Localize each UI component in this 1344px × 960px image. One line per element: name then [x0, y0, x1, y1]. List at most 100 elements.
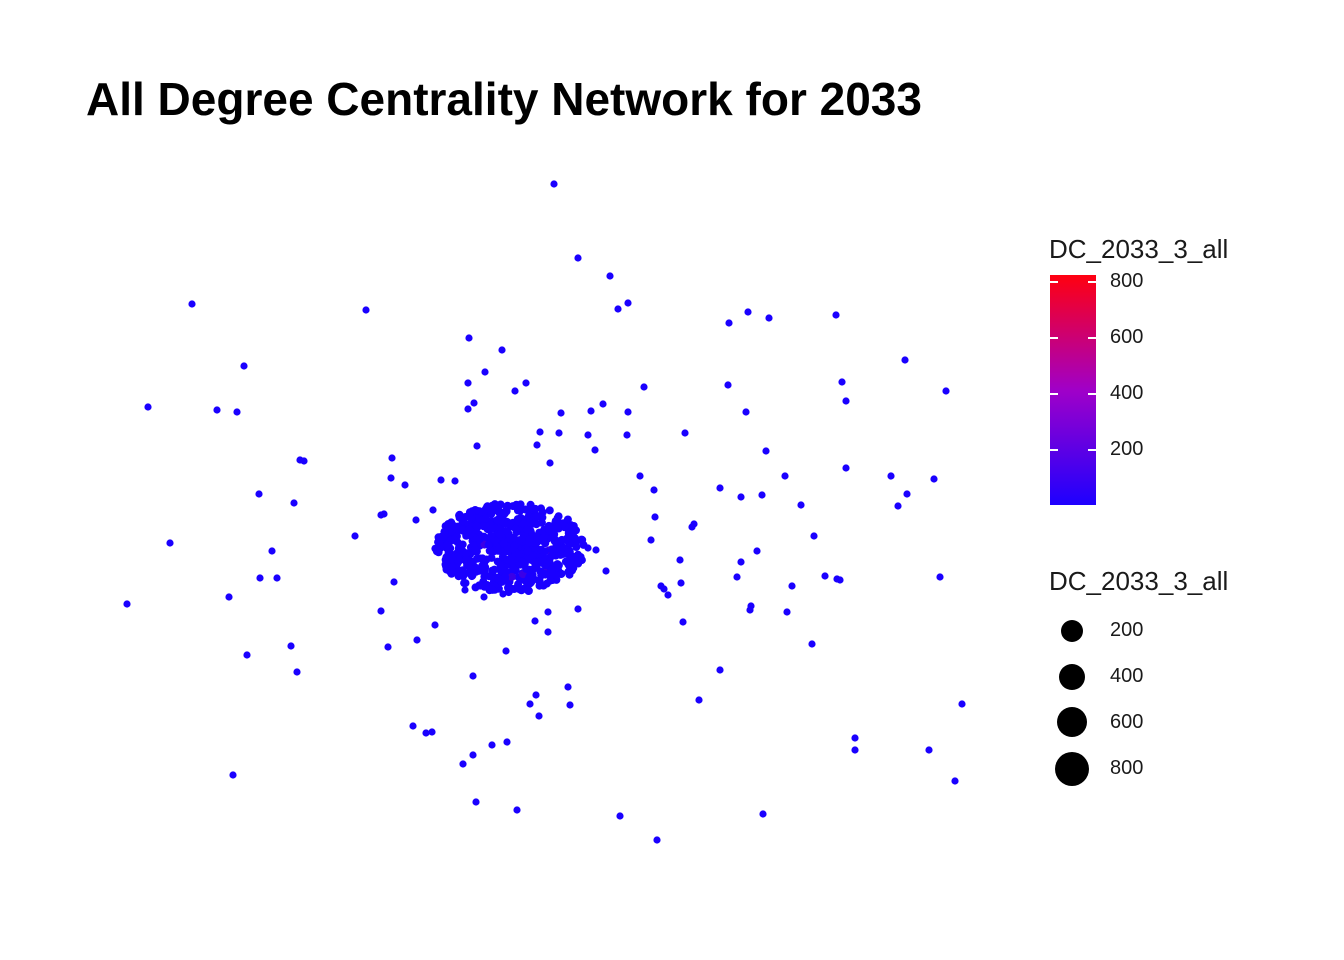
network-node [599, 400, 607, 408]
network-node [587, 407, 595, 415]
network-node [624, 408, 632, 416]
network-node [473, 442, 481, 450]
size-legend-label-800: 800 [1110, 757, 1144, 779]
network-node [243, 651, 251, 659]
network-node [409, 722, 417, 730]
color-legend-label-400: 400 [1110, 382, 1144, 404]
cluster-node [481, 514, 490, 523]
network-node [240, 362, 248, 370]
network-node [842, 464, 850, 472]
cluster-node [538, 557, 547, 566]
cluster-node [493, 516, 502, 525]
network-node [498, 346, 506, 354]
cluster-node [477, 562, 486, 571]
network-node [436, 545, 444, 553]
cluster-node [496, 530, 505, 539]
cluster-node [558, 519, 567, 528]
network-node [273, 574, 281, 582]
network-node [413, 636, 421, 644]
network-node [532, 691, 540, 699]
cluster-node [479, 522, 488, 531]
network-node [679, 618, 687, 626]
network-node [930, 475, 938, 483]
network-node [651, 513, 659, 521]
network-node [526, 700, 534, 708]
network-node [765, 314, 773, 322]
network-node [459, 760, 467, 768]
network-node [488, 741, 496, 749]
network-node [737, 493, 745, 501]
cluster-node [487, 531, 495, 540]
network-node [894, 502, 902, 510]
network-node [233, 408, 241, 416]
network-node [557, 409, 565, 417]
network-node [925, 746, 933, 754]
cluster-node [525, 573, 534, 582]
cluster-node [490, 565, 499, 574]
cluster-node [502, 504, 511, 513]
cluster-node [514, 550, 523, 559]
cluster-node [485, 546, 494, 555]
cluster-node [530, 518, 539, 527]
cluster-node [561, 557, 570, 566]
network-node [546, 459, 554, 467]
cluster-node [565, 570, 574, 579]
network-node [781, 472, 789, 480]
network-node [380, 510, 388, 518]
network-node [688, 523, 696, 531]
chart-title: All Degree Centrality Network for 2033 [86, 73, 922, 125]
cluster-node [502, 527, 511, 536]
network-node [592, 546, 600, 554]
cluster-node [524, 538, 533, 547]
cluster-node [444, 520, 453, 528]
cluster-node [552, 540, 561, 549]
network-node [464, 405, 472, 413]
cluster-node [471, 545, 480, 554]
network-node [810, 532, 818, 540]
size-key-200 [1061, 620, 1083, 642]
network-node [351, 532, 359, 540]
network-node [759, 810, 767, 818]
network-node [531, 617, 539, 625]
cluster-node [466, 564, 475, 573]
network-node [412, 516, 420, 524]
size-legend-title: DC_2033_3_all [1049, 566, 1229, 596]
color-legend-ticks [1050, 281, 1096, 451]
network-node [255, 490, 263, 498]
network-node [387, 474, 395, 482]
cluster-node [524, 586, 533, 595]
network-node [808, 640, 816, 648]
cluster-node [545, 557, 554, 566]
network-node [591, 446, 599, 454]
size-legend-label-600: 600 [1110, 711, 1144, 733]
network-node [753, 547, 761, 555]
network-node [384, 643, 392, 651]
size-legend-label-400: 400 [1110, 665, 1144, 687]
network-node [681, 429, 689, 437]
cluster-node [462, 549, 471, 558]
network-node [513, 806, 521, 814]
cluster-node [510, 541, 519, 550]
cluster-node [454, 557, 463, 566]
cluster-node [478, 555, 487, 564]
network-node [362, 306, 370, 314]
network-node [838, 378, 846, 386]
network-node [606, 272, 614, 280]
network-node [256, 574, 264, 582]
network-node [584, 544, 592, 552]
network-node [797, 501, 805, 509]
cluster-node [537, 504, 545, 513]
network-node [225, 593, 233, 601]
network-node [647, 536, 655, 544]
network-node [836, 576, 844, 584]
network-node [522, 379, 530, 387]
cluster-node [465, 525, 474, 534]
cluster-node [492, 546, 501, 555]
cluster-node [484, 540, 493, 549]
size-key-600 [1057, 707, 1087, 737]
network-node [536, 428, 544, 436]
color-legend-label-800: 800 [1110, 270, 1144, 292]
network-node [290, 499, 298, 507]
cluster-node [461, 579, 470, 588]
cluster-node [459, 516, 468, 525]
